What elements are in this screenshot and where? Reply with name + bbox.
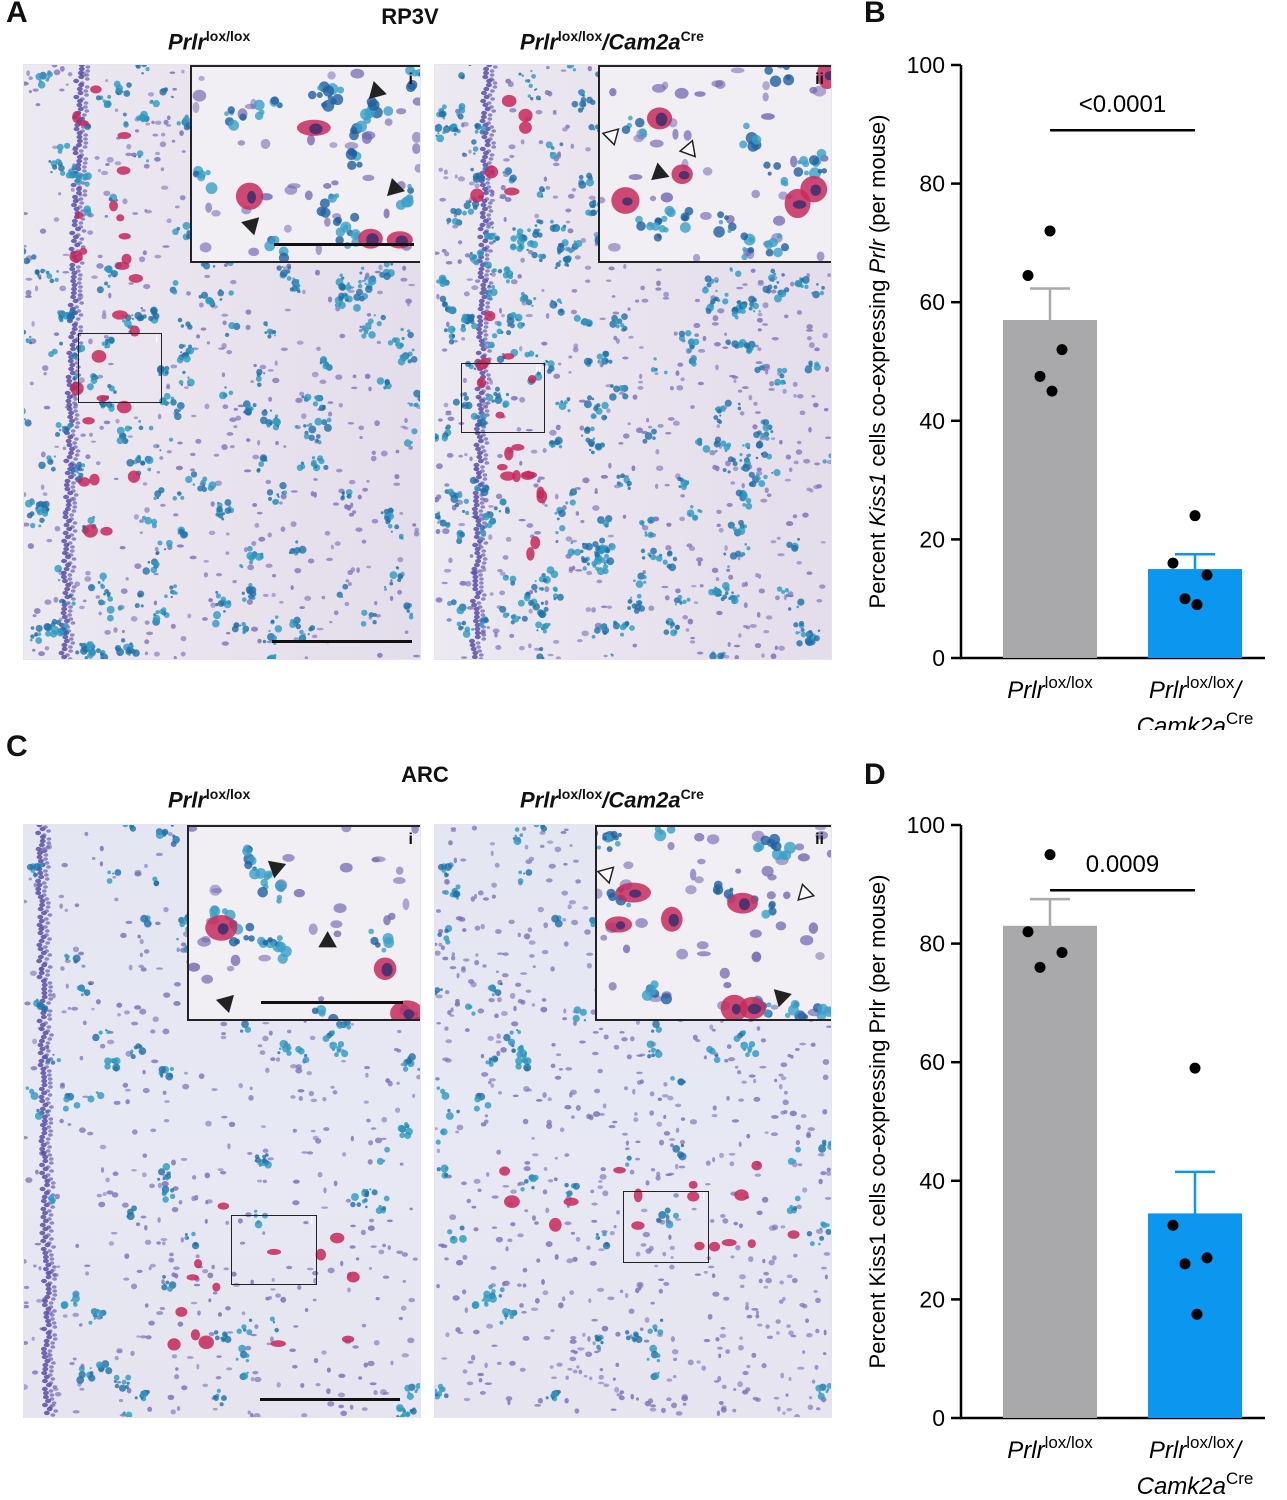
bar [1003,925,1097,1418]
p-value-annotation: <0.0001 [1079,91,1166,118]
p-value-annotation: 0.0009 [1086,851,1159,878]
data-point [1179,593,1191,605]
data-point [1167,557,1179,569]
inset-texture [192,67,420,261]
y-tick-label: 40 [919,408,945,434]
genotype-label-control-a: Prlrlox/lox [168,28,251,55]
inset-arc-control: i [187,825,420,1021]
x-tick-label: Camk2aCre [1137,1469,1254,1500]
data-point [1167,1219,1179,1231]
data-point [1044,225,1056,237]
y-tick-label: 0 [932,645,945,671]
inset-arc-cko: ii [595,825,831,1021]
y-tick-label: 100 [907,812,945,838]
roi-box-ii: ii [461,363,545,433]
region-title-arc: ARC [401,762,449,787]
x-tick-label: Camk2aCre [1137,709,1254,730]
inset-label-i: i [408,831,413,848]
genotype-label-cko-c: Prlrlox/lox/Cam2aCre [520,786,704,813]
y-tick-label: 80 [919,931,945,957]
data-point [1189,1062,1201,1074]
region-title-rp3v: RP3V [381,4,439,29]
inset-label-ii: ii [815,831,824,848]
scale-bar [272,640,412,643]
x-tick-label: Prlrlox/lox [1007,1433,1093,1464]
data-point [1022,270,1034,282]
inset-texture [600,67,831,261]
tissue-texture [24,825,420,1417]
data-point [1201,1252,1213,1264]
y-tick-label: 20 [919,1286,945,1312]
inset-label-i: i [408,71,413,88]
x-tick-label: Prlrlox/lox/ [1149,1433,1244,1464]
micrograph-rp3v-control: i i [23,64,421,660]
genotype-label-cko-a: Prlrlox/lox/Cam2aCre [520,28,704,55]
data-point [1189,510,1201,522]
inset-label-ii: ii [815,71,824,88]
y-tick-label: 20 [919,526,945,552]
data-point [1179,1258,1191,1270]
y-tick-label: 40 [919,1168,945,1194]
roi-box-i: i [78,333,162,403]
y-tick-label: 80 [919,171,945,197]
data-point [1201,569,1213,581]
bar-chart-d: 0 20 40 60 80 100 Percent Kiss1 cells co-expre… [865,812,1265,1500]
data-point [1056,344,1068,356]
roi-box-i: i [231,1215,317,1285]
data-point [1191,1308,1203,1320]
micrograph-rp3v-cko: ii ii [434,64,832,660]
panel-letter-a: A [6,0,28,29]
inset-scale-bar [274,243,414,246]
data-point [1034,961,1046,973]
inset-texture [189,827,420,1019]
panel-letter-b: B [864,0,886,29]
panel-letter-d: D [864,758,886,791]
data-point [1022,926,1034,938]
y-axis-label: Percent Kiss1 cells co-expressing Prlr (… [865,115,890,609]
inset-rp3v-cko: ii [598,65,831,263]
y-tick-label: 60 [919,1049,945,1075]
y-tick-label: 100 [907,52,945,78]
inset-rp3v-control: i [190,65,420,263]
bar [1148,569,1242,658]
micrograph-arc-cko: ii ii [434,824,832,1418]
data-point [1044,849,1056,861]
data-point [1056,946,1068,958]
bar-chart-b: 0 20 40 60 80 100 Percent Kiss1 cells co-expre… [865,52,1265,730]
data-point [1191,599,1203,611]
y-axis-label: Percent Kiss1 cells co-expressing Prlr (… [865,875,890,1369]
inset-scale-bar [261,1001,403,1004]
data-point [1046,385,1058,397]
x-tick-label: Prlrlox/lox/ [1149,673,1244,704]
x-tick-label: Prlrlox/lox [1007,673,1093,704]
roi-box-ii: ii [623,1191,709,1263]
genotype-label-control-c: Prlrlox/lox [168,786,251,813]
micrograph-arc-control: i i [23,824,421,1418]
y-tick-label: 60 [919,289,945,315]
panel-letter-c: C [6,730,28,763]
y-tick-label: 0 [932,1405,945,1431]
inset-texture [597,827,831,1019]
data-point [1034,370,1046,382]
bar [1003,319,1097,658]
scale-bar [260,1398,400,1401]
